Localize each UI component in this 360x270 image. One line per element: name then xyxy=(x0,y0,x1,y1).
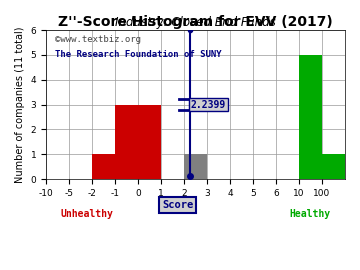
Y-axis label: Number of companies (11 total): Number of companies (11 total) xyxy=(15,26,25,183)
Text: Unhealthy: Unhealthy xyxy=(61,209,114,219)
Bar xyxy=(299,55,322,179)
Title: Z''-Score Histogram for EVV (2017): Z''-Score Histogram for EVV (2017) xyxy=(58,15,333,29)
Text: Healthy: Healthy xyxy=(289,209,330,219)
Text: ©www.textbiz.org: ©www.textbiz.org xyxy=(55,35,141,44)
Text: 2.2399: 2.2399 xyxy=(191,100,226,110)
Bar xyxy=(322,154,345,179)
Bar xyxy=(92,154,115,179)
Text: Industry: Closed End Funds: Industry: Closed End Funds xyxy=(115,16,276,29)
Bar xyxy=(115,105,161,179)
Text: Score: Score xyxy=(162,200,193,210)
Text: The Research Foundation of SUNY: The Research Foundation of SUNY xyxy=(55,49,222,59)
Bar xyxy=(184,154,207,179)
